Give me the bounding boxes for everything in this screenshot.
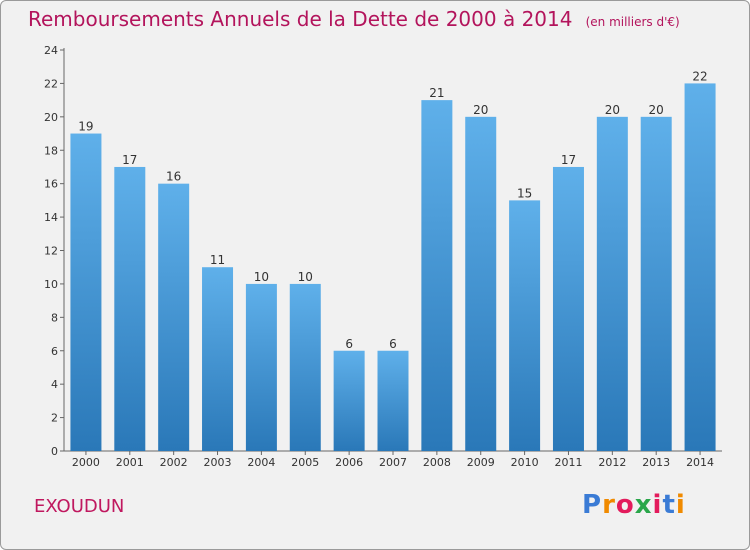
bar — [245, 283, 277, 451]
bar-value-label: 20 — [605, 103, 620, 117]
bar-value-label: 10 — [298, 270, 313, 284]
x-tick-label: 2006 — [335, 456, 363, 469]
y-tick-label: 10 — [44, 278, 58, 291]
x-tick-label: 2003 — [204, 456, 232, 469]
logo-letter: x — [634, 490, 653, 520]
x-tick-label: 2013 — [642, 456, 670, 469]
y-tick-label: 20 — [44, 111, 58, 124]
bar — [465, 116, 497, 451]
title-main: Remboursements Annuels de la Dette de 20… — [28, 7, 573, 31]
bar-value-label: 6 — [389, 337, 397, 351]
y-tick-label: 18 — [44, 144, 58, 157]
x-tick-label: 2007 — [379, 456, 407, 469]
bar-value-label: 17 — [122, 153, 137, 167]
bar — [114, 166, 146, 452]
x-tick-label: 2008 — [423, 456, 451, 469]
bar-value-label: 15 — [517, 186, 532, 200]
bar-value-label: 21 — [429, 86, 444, 100]
logo-letter: i — [675, 490, 686, 520]
proxiti-logo[interactable]: Proxiti — [582, 490, 686, 520]
logo-letter: i — [652, 490, 663, 520]
y-tick-label: 6 — [51, 345, 58, 358]
bar — [158, 183, 190, 451]
y-tick-label: 2 — [51, 412, 58, 425]
bar — [684, 83, 716, 452]
x-tick-label: 2011 — [554, 456, 582, 469]
bar-value-label: 19 — [78, 120, 93, 134]
title-unit: (en milliers d'€) — [585, 15, 680, 29]
bar-value-label: 16 — [166, 170, 181, 184]
bar — [377, 350, 409, 451]
x-tick-label: 2009 — [467, 456, 495, 469]
y-tick-label: 12 — [44, 245, 58, 258]
y-tick-label: 0 — [51, 445, 58, 458]
bar-value-label: 11 — [210, 253, 225, 267]
x-tick-label: 2004 — [247, 456, 275, 469]
bar — [70, 133, 102, 451]
bar — [640, 116, 672, 451]
bar — [421, 100, 453, 451]
bar — [202, 267, 234, 451]
x-tick-label: 2012 — [598, 456, 626, 469]
logo-letter: r — [602, 490, 616, 520]
chart-title: Remboursements Annuels de la Dette de 20… — [28, 7, 680, 31]
bar-value-label: 17 — [561, 153, 576, 167]
y-tick-label: 8 — [51, 311, 58, 324]
bar — [596, 116, 628, 451]
x-tick-label: 2010 — [511, 456, 539, 469]
logo-letter: t — [662, 490, 676, 520]
bar-value-label: 20 — [649, 103, 664, 117]
y-tick-label: 16 — [44, 178, 58, 191]
bar — [289, 283, 321, 451]
x-tick-label: 2002 — [160, 456, 188, 469]
plot-area: 0246810121416182022241920001720011620021… — [44, 44, 722, 469]
x-tick-label: 2014 — [686, 456, 714, 469]
bar-value-label: 20 — [473, 103, 488, 117]
bar — [509, 200, 541, 451]
bar-value-label: 6 — [345, 337, 353, 351]
y-tick-label: 14 — [44, 211, 58, 224]
commune-name: EXOUDUN — [34, 496, 125, 517]
x-tick-label: 2001 — [116, 456, 144, 469]
bar — [333, 350, 365, 451]
y-tick-label: 24 — [44, 44, 58, 57]
bar-value-label: 22 — [692, 69, 707, 83]
y-tick-label: 22 — [44, 77, 58, 90]
bar-value-label: 10 — [254, 270, 269, 284]
x-tick-label: 2000 — [72, 456, 100, 469]
y-tick-label: 4 — [51, 378, 58, 391]
x-tick-label: 2005 — [291, 456, 319, 469]
logo-letter: P — [582, 490, 603, 520]
bar — [552, 166, 584, 452]
logo-letter: o — [615, 490, 635, 520]
